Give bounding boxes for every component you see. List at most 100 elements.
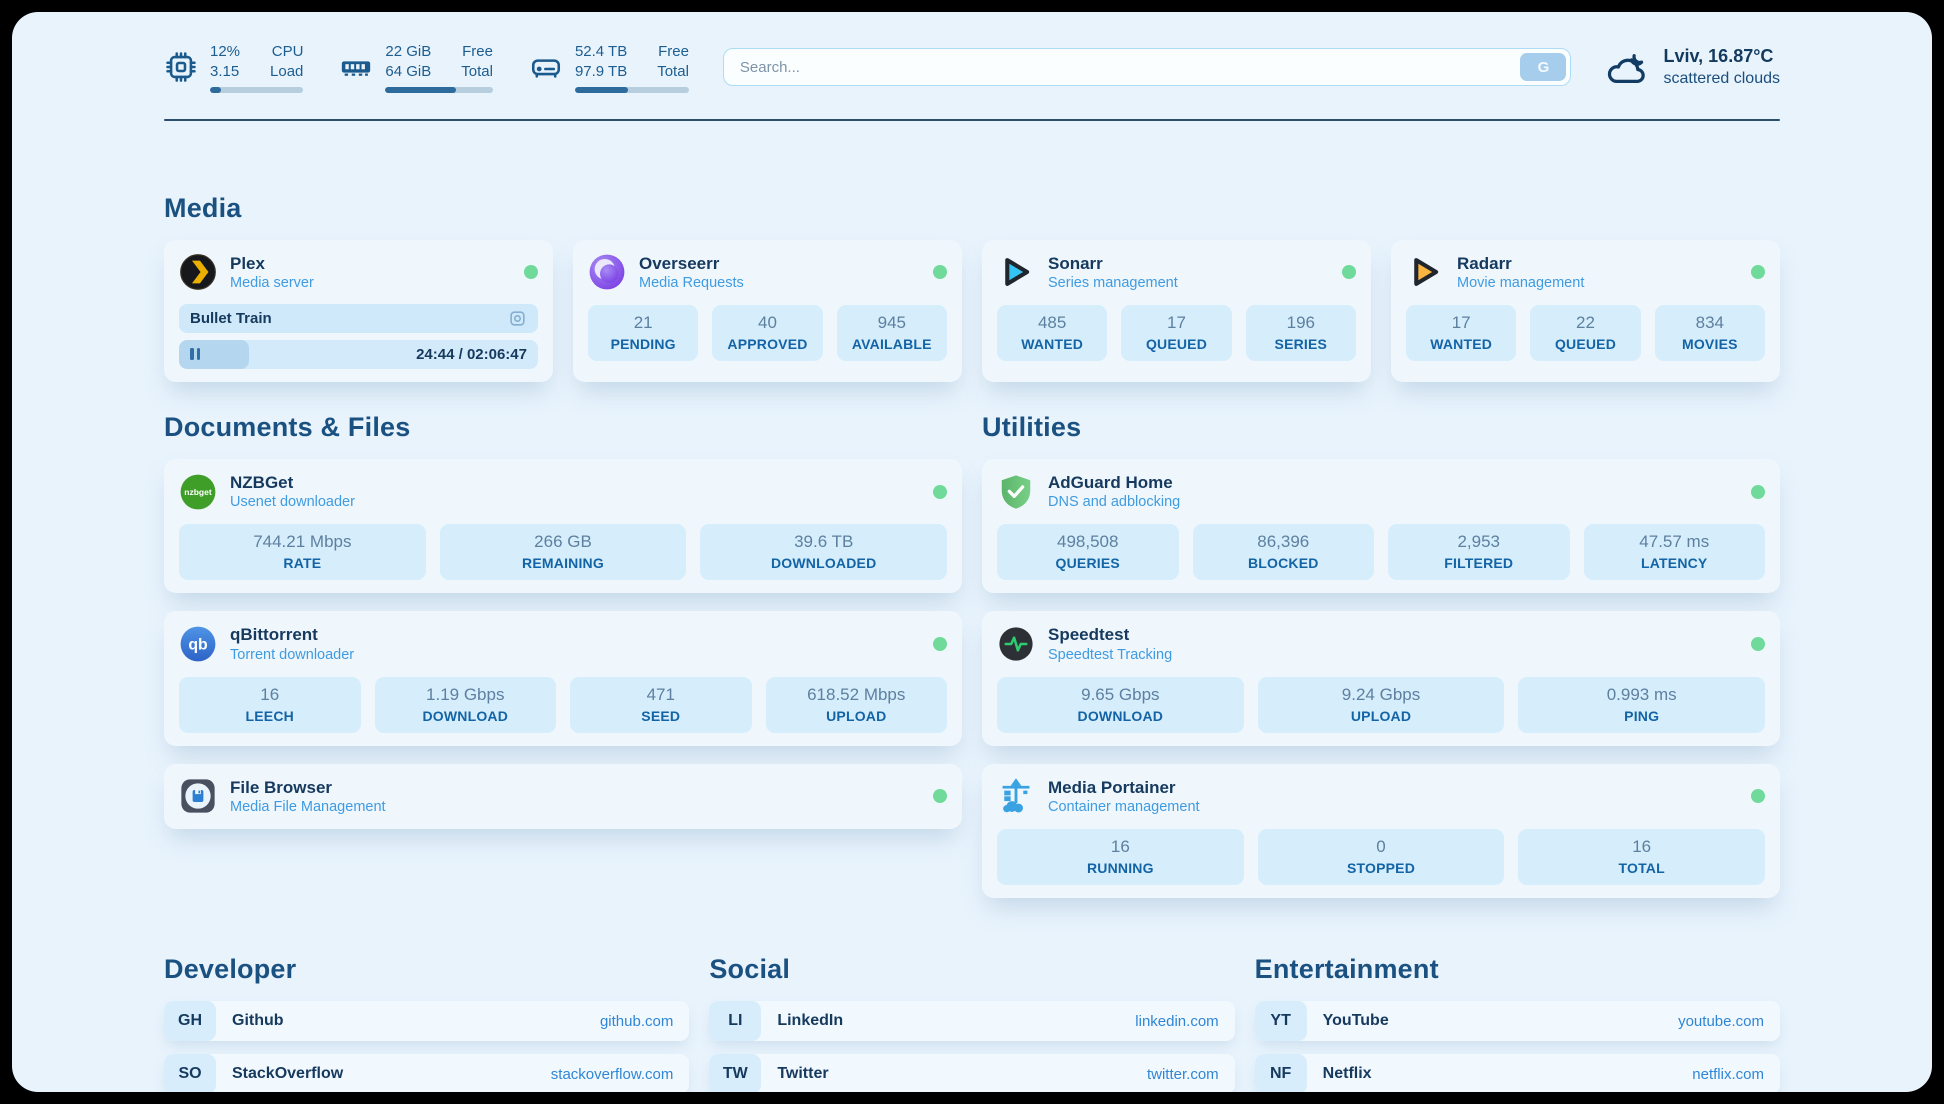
status-dot — [933, 637, 947, 652]
bookmark-abbr: YT — [1254, 1001, 1307, 1042]
app-name: Sonarr — [1048, 253, 1103, 273]
bookmark-url[interactable]: youtube.com — [1678, 1012, 1764, 1030]
bookmark-group-developer: Developer GH Github github.com SO StackO… — [164, 954, 690, 1092]
resource-widgets: 12% 3.15 CPU Load — [164, 42, 689, 93]
app-card-nzbget: nzbget NZBGet Usenet downloader 744.21 M… — [164, 458, 962, 594]
adguard-icon — [1001, 475, 1031, 509]
stat-label: FILTERED — [1444, 555, 1514, 572]
app-subtitle: Media Requests — [639, 274, 744, 291]
stat-queued: 22 QUEUED — [1530, 304, 1641, 361]
stat-value: 17 — [1451, 312, 1471, 332]
app-subtitle: Series management — [1048, 274, 1178, 291]
stat-label: STOPPED — [1346, 860, 1416, 877]
bookmark-url[interactable]: stackoverflow.com — [550, 1065, 674, 1083]
app-subtitle: Media File Management — [230, 798, 386, 815]
app-link-portainer[interactable]: Media Portainer Container management — [997, 777, 1765, 816]
stat-download: 9.65 Gbps DOWNLOAD — [997, 676, 1244, 733]
stat-downloaded: 39.6 TB DOWNLOADED — [700, 524, 948, 581]
bookmark-abbr: GH — [164, 1001, 216, 1042]
stat-label: UPLOAD — [826, 707, 887, 724]
bookmark-netflix[interactable]: NF Netflix netflix.com — [1254, 1054, 1780, 1092]
section-utilities: Utilities — [982, 412, 1780, 899]
pause-icon — [190, 348, 200, 361]
bookmark-url[interactable]: github.com — [599, 1012, 674, 1030]
stat-value: 16 — [1632, 837, 1652, 857]
stat-label: QUERIES — [1055, 555, 1120, 572]
stat-value: 1.19 Gbps — [426, 684, 505, 704]
bookmark-name: StackOverflow — [232, 1065, 344, 1083]
stat-value: 9.24 Gbps — [1341, 684, 1421, 704]
stat-remaining: 266 GB REMAINING — [439, 524, 687, 581]
bookmark-youtube[interactable]: YT YouTube youtube.com — [1254, 1001, 1780, 1042]
status-dot — [1751, 265, 1765, 280]
bookmark-abbr: NF — [1254, 1054, 1307, 1092]
portainer-icon — [1002, 778, 1030, 813]
disk-progress-fill — [574, 86, 628, 93]
app-link-adguard[interactable]: AdGuard Home DNS and adblocking — [997, 472, 1765, 511]
app-card-overseerr: Overseerr Media Requests 21 PENDING 40 A… — [573, 239, 962, 382]
stat-label: MOVIES — [1681, 335, 1738, 352]
stat-label: BLOCKED — [1247, 555, 1319, 572]
app-link-speedtest[interactable]: Speedtest Speedtest Tracking — [997, 624, 1765, 663]
stat-value: 945 — [877, 312, 906, 332]
bookmark-name: Github — [232, 1012, 284, 1030]
video-session-icon — [510, 311, 525, 326]
search-input[interactable] — [722, 48, 1572, 87]
bookmark-stackoverflow[interactable]: SO StackOverflow stackoverflow.com — [164, 1054, 690, 1092]
ram-progress-bar — [385, 86, 493, 93]
bookmark-name: Twitter — [777, 1065, 829, 1083]
disk-label-total: Total — [657, 62, 689, 80]
stat-label: REMAINING — [522, 555, 604, 572]
app-link-radarr[interactable]: Radarr Movie management — [1406, 253, 1765, 292]
app-subtitle: Speedtest Tracking — [1048, 646, 1173, 663]
bookmark-twitter[interactable]: TW Twitter twitter.com — [709, 1054, 1235, 1092]
bookmark-url[interactable]: linkedin.com — [1135, 1012, 1219, 1030]
stat-queries: 498,508 QUERIES — [997, 524, 1179, 581]
bookmark-github[interactable]: GH Github github.com — [164, 1001, 690, 1042]
status-dot — [1751, 789, 1765, 804]
stat-value: 498,508 — [1057, 532, 1119, 552]
bookmark-linkedin[interactable]: LI LinkedIn linkedin.com — [709, 1001, 1235, 1042]
search-engine-button[interactable]: G — [1520, 53, 1567, 82]
cpu-label-1: CPU — [271, 43, 304, 60]
disk-value-free: 52.4 TB — [574, 43, 628, 60]
overseerr-icon — [589, 254, 625, 290]
stat-value: 2,953 — [1457, 532, 1501, 552]
disk-icon — [531, 59, 560, 78]
app-link-qbittorrent[interactable]: qb qBittorrent Torrent downloader — [179, 624, 947, 663]
stat-approved: 40 APPROVED — [712, 304, 823, 361]
stat-latency: 47.57 ms LATENCY — [1583, 524, 1765, 581]
plex-icon — [180, 254, 216, 291]
cpu-progress-fill — [210, 86, 222, 93]
stat-stopped: 0 STOPPED — [1257, 829, 1505, 886]
playback-time: 24:44 / 02:06:47 — [416, 345, 527, 363]
stat-value: 39.6 TB — [794, 532, 854, 552]
app-link-nzbget[interactable]: nzbget NZBGet Usenet downloader — [179, 472, 947, 511]
stat-value: 0 — [1376, 837, 1386, 857]
stat-ping: 0.993 ms PING — [1518, 676, 1766, 733]
cpu-value-load: 3.15 — [210, 62, 240, 80]
section-title-documents: Documents & Files — [164, 411, 411, 442]
status-dot — [933, 484, 947, 499]
section-title-entertainment: Entertainment — [1254, 954, 1439, 985]
app-link-overseerr[interactable]: Overseerr Media Requests — [588, 253, 947, 292]
app-subtitle: Media server — [230, 274, 314, 291]
app-name: Media Portainer — [1048, 777, 1176, 797]
bookmark-url[interactable]: twitter.com — [1146, 1065, 1219, 1083]
app-name: Plex — [230, 253, 265, 273]
app-link-filebrowser[interactable]: File Browser Media File Management — [179, 777, 947, 816]
stat-upload: 9.24 Gbps UPLOAD — [1257, 676, 1505, 733]
stat-label: LATENCY — [1641, 555, 1708, 572]
app-subtitle: Torrent downloader — [230, 646, 355, 663]
bookmark-url[interactable]: netflix.com — [1692, 1065, 1764, 1083]
stat-label: APPROVED — [727, 335, 808, 352]
app-link-plex[interactable]: Plex Media server — [179, 253, 538, 292]
app-link-sonarr[interactable]: Sonarr Series management — [997, 253, 1356, 292]
app-subtitle: DNS and adblocking — [1048, 494, 1181, 511]
stat-queued: 17 QUEUED — [1121, 304, 1232, 361]
stat-wanted: 485 WANTED — [997, 304, 1108, 361]
ram-icon — [342, 61, 371, 77]
ram-widget: 22 GiB 64 GiB Free Total — [339, 42, 493, 93]
weather-location-temp: Lviv, 16.87°C — [1663, 46, 1774, 67]
stat-value: 471 — [646, 684, 675, 704]
